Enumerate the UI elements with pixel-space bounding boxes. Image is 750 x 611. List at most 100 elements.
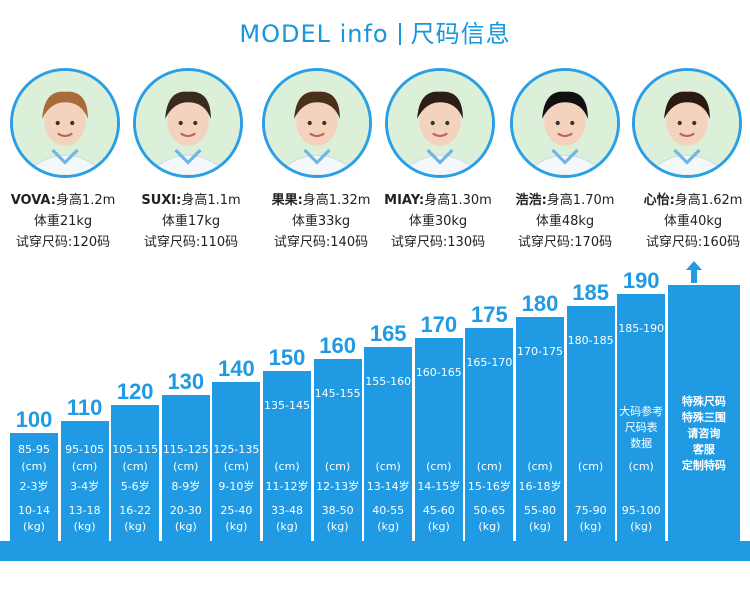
size-bar: 185-190 大码参考 尺码表 数据 (cm) 95-100 (kg) xyxy=(617,294,666,541)
height-unit: (cm) xyxy=(426,460,452,473)
model-height: 身高1.32m xyxy=(302,193,371,208)
title-english: MODEL info xyxy=(239,20,389,48)
title-chinese: 尺码信息 xyxy=(410,20,511,48)
weight-range: 45-60 xyxy=(422,504,455,517)
special-note: 特殊三围 xyxy=(681,411,726,424)
height-unit: (cm) xyxy=(21,460,47,473)
size-bar: 135-145 (cm) 11-12岁 33-48 (kg) xyxy=(263,371,311,541)
size-bar: 155-160 (cm) 13-14岁 40-55 (kg) xyxy=(364,347,413,541)
model-try-size: 试穿尺码:170码 xyxy=(517,235,613,250)
weight-unit: (kg) xyxy=(73,520,96,533)
model-name: 浩浩: xyxy=(515,193,547,208)
size-bar: 180-185 (cm) 75-90 (kg) xyxy=(566,306,615,541)
model-height: 身高1.62m xyxy=(674,193,743,208)
weight-range: 20-30 xyxy=(169,504,202,517)
size-note: 数据 xyxy=(630,437,653,450)
height-range: 180-185 xyxy=(567,334,614,347)
size-label: 170 xyxy=(420,312,458,337)
height-range: 125-135 xyxy=(213,443,260,456)
model-name: MIAY: xyxy=(384,193,425,208)
model-name: 心怡: xyxy=(643,193,675,208)
model-photo xyxy=(632,68,742,178)
size-label: 120 xyxy=(116,379,154,404)
height-unit: (cm) xyxy=(71,460,98,473)
model-try-size: 试穿尺码:110码 xyxy=(143,235,239,250)
model-name: 果果: xyxy=(271,193,303,208)
age-range: 16-18岁 xyxy=(518,480,562,493)
model-photo xyxy=(133,68,243,178)
height-unit: (cm) xyxy=(223,460,250,473)
child-portrait-icon xyxy=(13,71,117,175)
size-bar: 85-95 (cm) 2-3岁 10-14 (kg) xyxy=(10,433,58,541)
model-weight: 体重40kg xyxy=(663,214,723,229)
model-photo xyxy=(385,68,495,178)
height-range: 155-160 xyxy=(365,375,412,388)
weight-range: 95-100 xyxy=(621,504,661,517)
weight-unit: (kg) xyxy=(326,520,349,533)
weight-unit: (kg) xyxy=(23,520,45,533)
special-note: 请咨询 xyxy=(687,427,721,440)
model-try-size: 试穿尺码:140码 xyxy=(273,235,369,250)
weight-unit: (kg) xyxy=(377,520,400,533)
model-info: 浩浩:身高1.70m 体重48kg 试穿尺码:170码 xyxy=(506,190,624,253)
age-range: 11-12岁 xyxy=(265,480,309,493)
height-range: 105-115 xyxy=(112,443,159,456)
weight-unit: (kg) xyxy=(478,520,501,533)
chart-baseline xyxy=(0,541,750,561)
weight-range: 10-14 xyxy=(18,504,50,517)
size-bar: 125-135 (cm) 9-10岁 25-40 (kg) xyxy=(212,382,261,541)
model-photo xyxy=(262,68,372,178)
model-height: 身高1.1m xyxy=(181,193,241,208)
model-info: 果果:身高1.32m 体重33kg 试穿尺码:140码 xyxy=(262,190,380,253)
height-range: 135-145 xyxy=(264,399,310,412)
height-range: 95-105 xyxy=(65,443,105,456)
size-note: 大码参考 xyxy=(619,405,664,418)
child-portrait-icon xyxy=(635,71,739,175)
size-label: 175 xyxy=(471,302,508,327)
height-unit: (cm) xyxy=(476,460,503,473)
weight-range: 75-90 xyxy=(574,504,607,517)
model-weight: 体重48kg xyxy=(535,214,595,229)
size-bar: 170-175 (cm) 16-18岁 55-80 (kg) xyxy=(516,317,564,541)
model-height: 身高1.70m xyxy=(546,193,615,208)
model-try-size: 试穿尺码:160码 xyxy=(645,235,741,250)
age-range: 2-3岁 xyxy=(19,480,49,493)
child-portrait-icon xyxy=(265,71,369,175)
age-range: 8-9岁 xyxy=(171,480,201,493)
size-bar: 105-115 (cm) 5-6岁 16-22 (kg) xyxy=(111,405,160,541)
weight-unit: (kg) xyxy=(427,520,450,533)
model-name: SUXI: xyxy=(141,193,182,208)
page-title: MODEL info 尺码信息 xyxy=(0,14,750,49)
weight-range: 40-55 xyxy=(372,504,405,517)
model-weight: 体重30kg xyxy=(408,214,468,229)
height-unit: (cm) xyxy=(173,460,199,473)
age-range: 9-10岁 xyxy=(218,480,255,493)
model-weight: 体重21kg xyxy=(33,214,93,229)
model-info: 心怡:身高1.62m 体重40kg 试穿尺码:160码 xyxy=(634,190,750,253)
height-range: 185-190 xyxy=(618,322,665,335)
special-size-bar: 特殊尺码 特殊三围 请咨询 客服 定制特码 xyxy=(667,285,740,541)
height-unit: (cm) xyxy=(628,460,654,473)
model-weight: 体重17kg xyxy=(161,214,221,229)
size-bar: 115-125 (cm) 8-9岁 20-30 (kg) xyxy=(161,395,210,541)
height-range: 160-165 xyxy=(415,366,462,379)
size-label: 130 xyxy=(167,369,205,394)
size-bar: 95-105 (cm) 3-4岁 13-18 (kg) xyxy=(60,421,109,541)
height-range: 170-175 xyxy=(517,345,563,358)
size-label: 190 xyxy=(622,268,660,293)
age-range: 14-15岁 xyxy=(417,480,461,493)
height-unit: (cm) xyxy=(122,460,148,473)
special-note: 特殊尺码 xyxy=(681,395,726,408)
model-try-size: 试穿尺码:120码 xyxy=(15,235,111,250)
size-label: 185 xyxy=(572,280,609,305)
up-arrow-icon xyxy=(685,261,702,287)
size-note: 尺码表 xyxy=(624,421,658,434)
weight-range: 33-48 xyxy=(271,504,303,517)
model-info: VOVA:身高1.2m 体重21kg 试穿尺码:120码 xyxy=(4,190,122,253)
size-label: 140 xyxy=(218,356,255,381)
weight-unit: (kg) xyxy=(276,520,298,533)
model-photo xyxy=(510,68,620,178)
model-height: 身高1.2m xyxy=(55,193,116,208)
special-note: 定制特码 xyxy=(681,459,726,472)
weight-range: 25-40 xyxy=(220,504,253,517)
